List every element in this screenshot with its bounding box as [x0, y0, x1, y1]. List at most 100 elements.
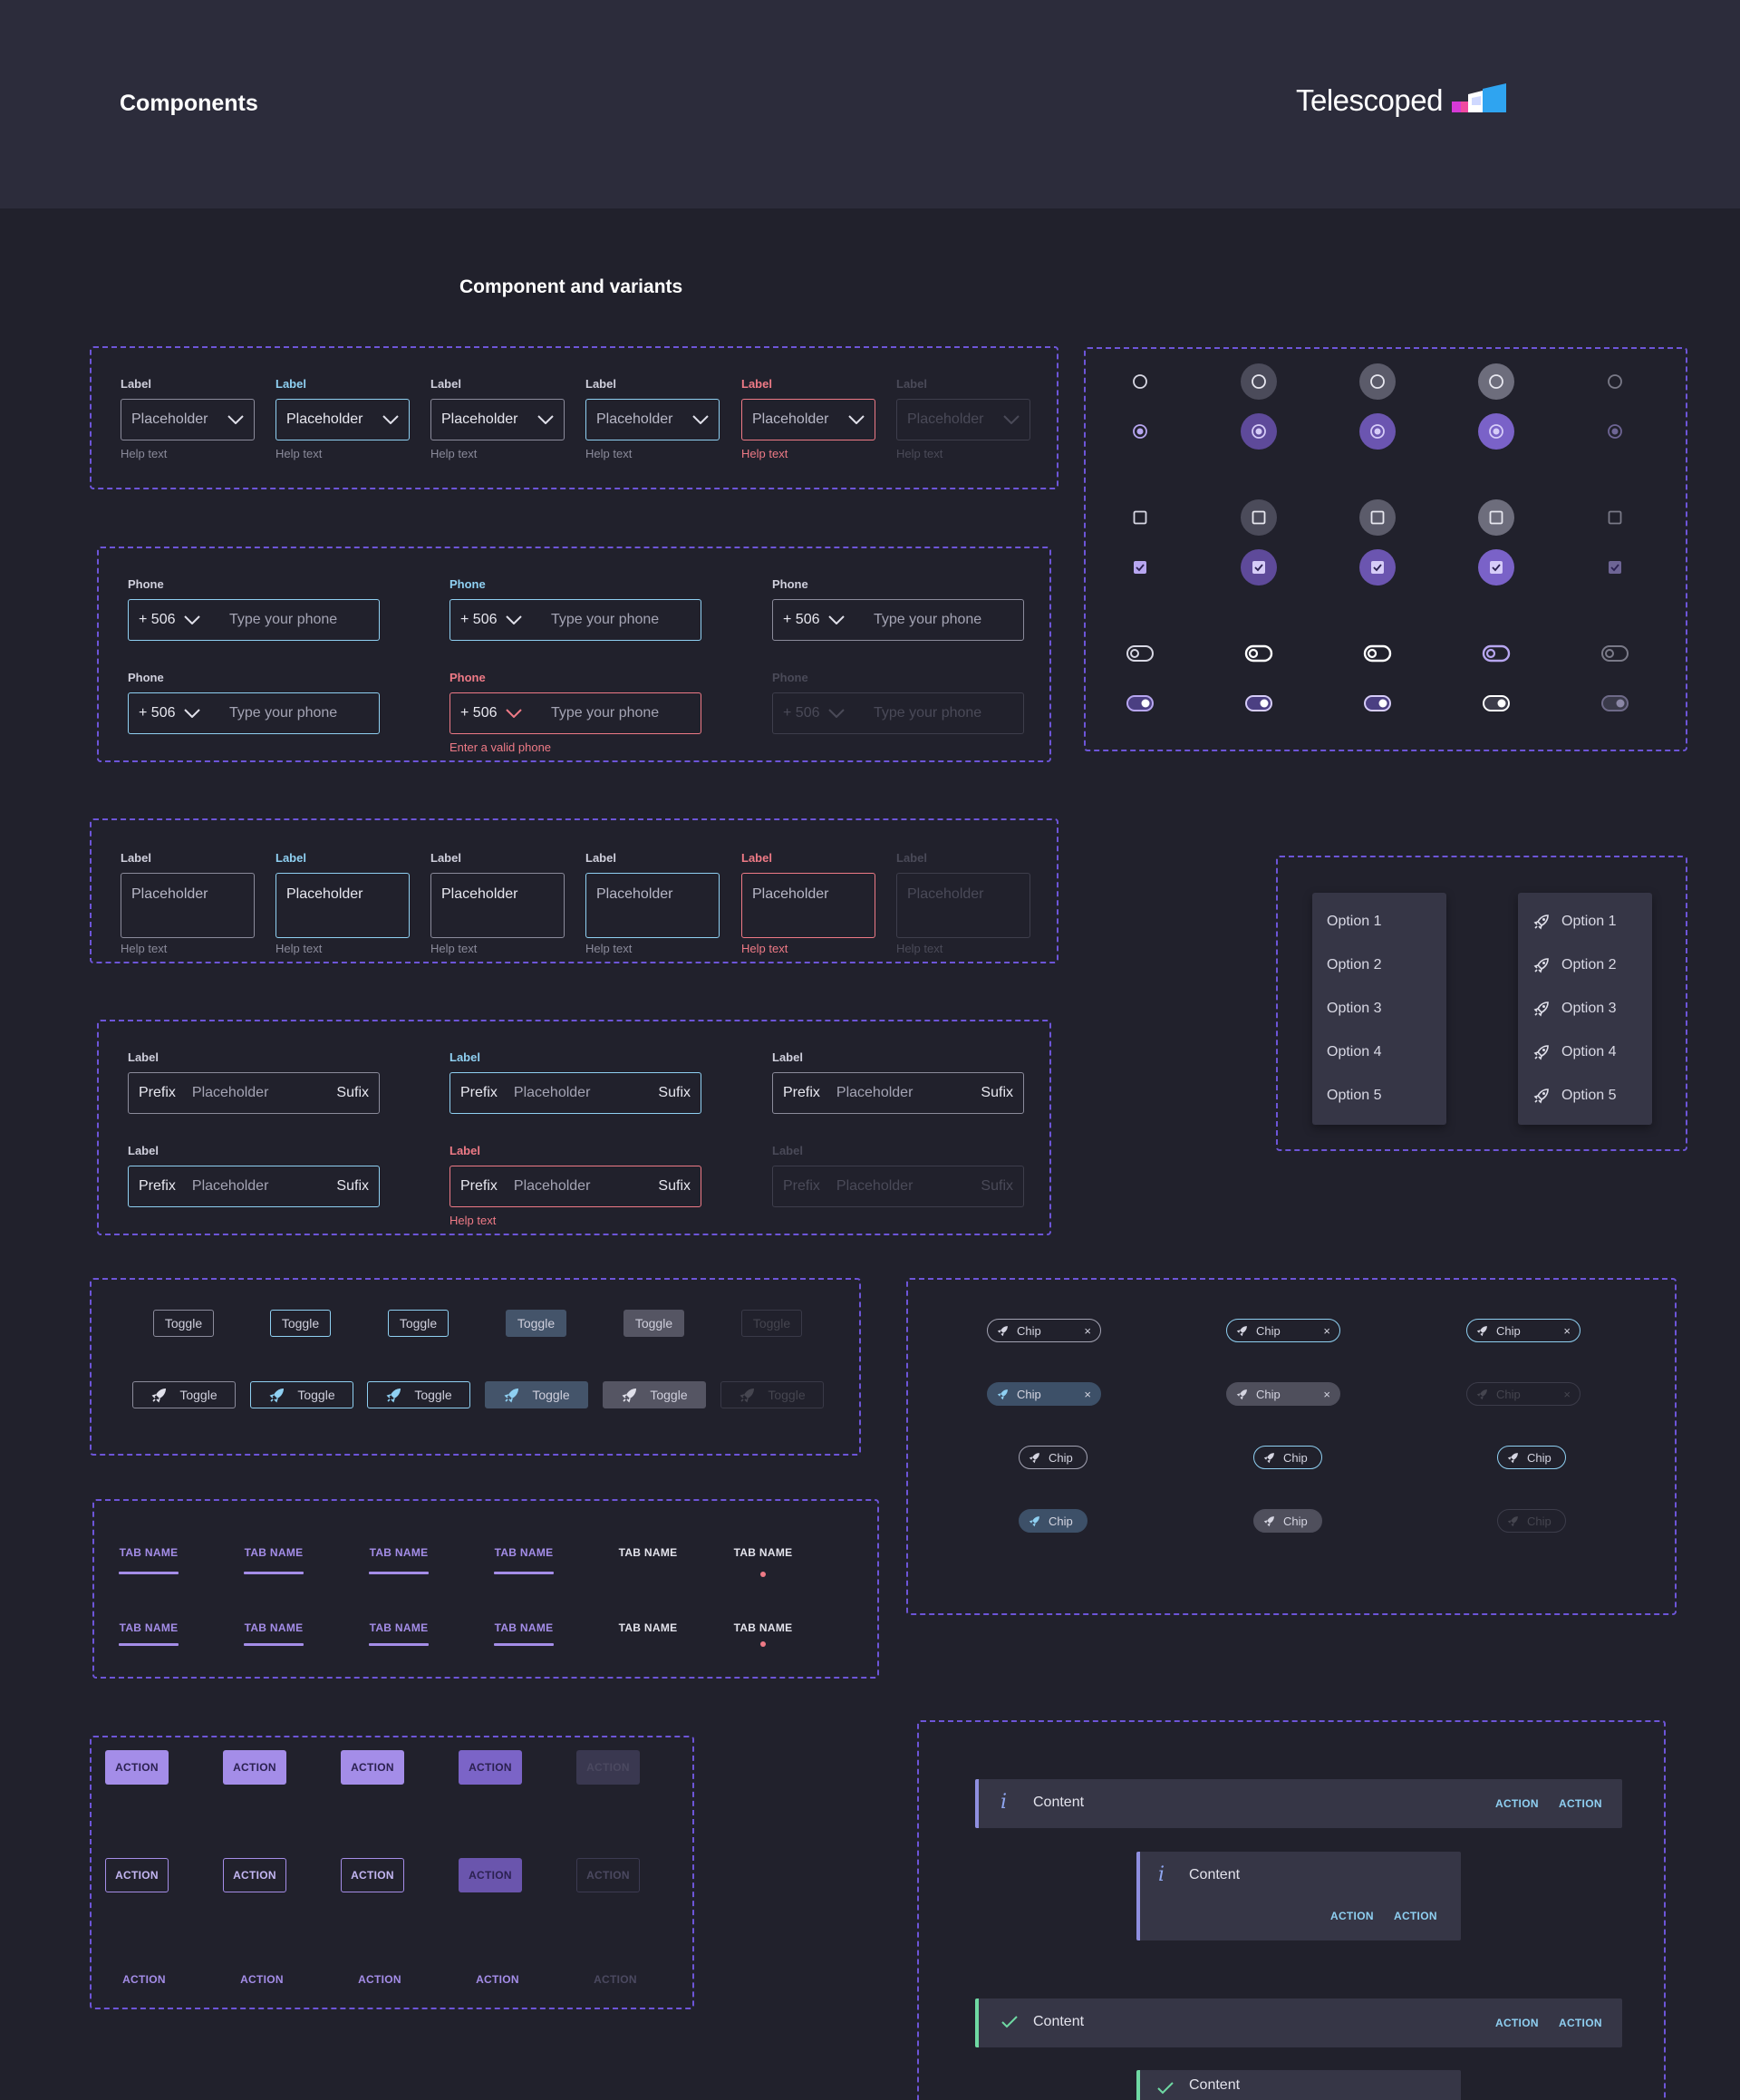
- checkbox-unchecked[interactable]: [1122, 499, 1158, 536]
- radio-unchecked-hover[interactable]: [1241, 363, 1277, 400]
- select-box[interactable]: Placeholder: [741, 399, 875, 440]
- menu-option[interactable]: Option 4: [1327, 1044, 1382, 1060]
- tab-active-hover[interactable]: TAB NAME: [244, 1546, 304, 1574]
- toggle-button-focus[interactable]: Toggle: [388, 1310, 449, 1337]
- phone-input[interactable]: + 506 Type your phone: [128, 692, 380, 734]
- tab-active-pressed[interactable]: TAB NAME: [494, 1621, 554, 1646]
- phone-input[interactable]: + 506 Type your phone: [450, 692, 701, 734]
- menu-option[interactable]: Option 1: [1518, 900, 1652, 944]
- textarea-field-focus[interactable]: Label Placeholder Help text: [276, 851, 410, 955]
- checkbox-checked-pressed[interactable]: [1478, 549, 1514, 585]
- chip-removable[interactable]: Chip ×: [987, 1319, 1101, 1342]
- phone-input[interactable]: + 506 Type your phone: [772, 599, 1024, 641]
- textarea[interactable]: Placeholder: [430, 873, 565, 938]
- toggle-button-hover[interactable]: Toggle: [270, 1310, 331, 1337]
- chip-selected[interactable]: Chip: [1019, 1509, 1088, 1533]
- country-code-select[interactable]: + 506: [783, 612, 874, 628]
- close-icon[interactable]: ×: [1323, 1387, 1330, 1401]
- textarea-field-error[interactable]: Label Placeholder Help text: [741, 851, 875, 955]
- affix-input[interactable]: Prefix Placeholder Sufix: [772, 1072, 1024, 1114]
- checkbox-unchecked-focus[interactable]: [1359, 499, 1396, 536]
- action-button-filled[interactable]: ACTION: [105, 1750, 169, 1785]
- notification-action-button[interactable]: ACTION: [1559, 1797, 1602, 1810]
- textarea-field[interactable]: Label Placeholder Help text: [121, 851, 255, 955]
- phone-field-filled[interactable]: Phone + 506 Type your phone: [772, 577, 1024, 641]
- menu-option[interactable]: Option 4: [1518, 1031, 1652, 1074]
- select-box[interactable]: Placeholder: [585, 399, 720, 440]
- textarea-field-filled[interactable]: Label Placeholder Help text: [430, 851, 565, 955]
- tab-inactive[interactable]: TAB NAME: [618, 1621, 678, 1634]
- action-button-outlined-hover[interactable]: ACTION: [223, 1858, 286, 1892]
- switch-off-focus-icon[interactable]: [1359, 635, 1396, 672]
- country-code-select[interactable]: + 506: [460, 705, 551, 721]
- phone-field-error[interactable]: Phone + 506 Type your phone Enter a vali…: [450, 671, 701, 754]
- affix-field-hover[interactable]: Label Prefix Placeholder Sufix: [128, 1144, 380, 1207]
- toggle-button-with-icon-hover[interactable]: Toggle: [250, 1381, 353, 1408]
- textarea[interactable]: Placeholder: [741, 873, 875, 938]
- phone-field-focus[interactable]: Phone + 506 Type your phone: [450, 577, 701, 641]
- notification-action-button[interactable]: ACTION: [1495, 2017, 1539, 2029]
- close-icon[interactable]: ×: [1563, 1323, 1571, 1338]
- select-field-hover[interactable]: Label Placeholder Help text: [585, 377, 720, 460]
- phone-input[interactable]: + 506 Type your phone: [128, 599, 380, 641]
- select-box[interactable]: Placeholder: [121, 399, 255, 440]
- tab-inactive[interactable]: TAB NAME: [618, 1546, 678, 1559]
- action-button-outlined-pressed[interactable]: ACTION: [459, 1858, 522, 1892]
- action-button-text-focus[interactable]: ACTION: [358, 1973, 401, 1986]
- toggle-button-with-icon-pressed[interactable]: Toggle: [603, 1381, 706, 1408]
- tab-active[interactable]: TAB NAME: [119, 1546, 179, 1574]
- action-button-outlined-focus[interactable]: ACTION: [341, 1858, 404, 1892]
- affix-field-filled[interactable]: Label Prefix Placeholder Sufix: [772, 1050, 1024, 1114]
- toggle-button-with-icon-focus[interactable]: Toggle: [367, 1381, 470, 1408]
- toggle-button-pressed[interactable]: Toggle: [624, 1310, 684, 1337]
- radio-unchecked-focus[interactable]: [1359, 363, 1396, 400]
- affix-input[interactable]: Prefix Placeholder Sufix: [128, 1166, 380, 1207]
- notification-action-button[interactable]: ACTION: [1559, 2017, 1602, 2029]
- country-code-select[interactable]: + 506: [139, 612, 229, 628]
- tab-active-hover[interactable]: TAB NAME: [244, 1621, 304, 1646]
- affix-field[interactable]: Label Prefix Placeholder Sufix: [128, 1050, 380, 1114]
- checkbox-checked-hover[interactable]: [1241, 549, 1277, 585]
- radio-checked-pressed[interactable]: [1478, 413, 1514, 450]
- tab-notification[interactable]: TAB NAME: [733, 1546, 793, 1577]
- close-icon[interactable]: ×: [1323, 1323, 1330, 1338]
- switch-off-icon[interactable]: [1122, 635, 1158, 672]
- toggle-button[interactable]: Toggle: [153, 1310, 214, 1337]
- menu-option[interactable]: Option 3: [1327, 1001, 1382, 1016]
- textarea[interactable]: Placeholder: [276, 873, 410, 938]
- chip-removable-pressed[interactable]: Chip ×: [1226, 1382, 1340, 1406]
- radio-checked[interactable]: [1122, 413, 1158, 450]
- chip-removable-focus[interactable]: Chip ×: [1466, 1319, 1580, 1342]
- notification-action-button[interactable]: ACTION: [1495, 1797, 1539, 1810]
- radio-unchecked[interactable]: [1122, 363, 1158, 400]
- switch-on-icon[interactable]: [1122, 685, 1158, 721]
- tab-notification[interactable]: TAB NAME: [733, 1621, 793, 1647]
- action-button-outlined[interactable]: ACTION: [105, 1858, 169, 1892]
- switch-off-pressed-icon[interactable]: [1478, 635, 1514, 672]
- menu-option[interactable]: Option 2: [1327, 957, 1382, 973]
- close-icon[interactable]: ×: [1084, 1387, 1091, 1401]
- action-button-text[interactable]: ACTION: [122, 1973, 166, 1986]
- chip-hover[interactable]: Chip: [1253, 1446, 1322, 1469]
- tab-active[interactable]: TAB NAME: [119, 1621, 179, 1646]
- chip-removable-selected[interactable]: Chip ×: [987, 1382, 1101, 1406]
- country-code-select[interactable]: + 506: [460, 612, 551, 628]
- textarea-field-hover[interactable]: Label Placeholder Help text: [585, 851, 720, 955]
- chip-focus[interactable]: Chip: [1497, 1446, 1566, 1469]
- affix-input[interactable]: Prefix Placeholder Sufix: [128, 1072, 380, 1114]
- affix-input[interactable]: Prefix Placeholder Sufix: [450, 1072, 701, 1114]
- toggle-button-selected[interactable]: Toggle: [506, 1310, 566, 1337]
- tab-active-focus[interactable]: TAB NAME: [369, 1546, 429, 1574]
- menu-option[interactable]: Option 5: [1518, 1074, 1652, 1118]
- select-field-error[interactable]: Label Placeholder Help text: [741, 377, 875, 460]
- select-field-focus[interactable]: Label Placeholder Help text: [276, 377, 410, 460]
- checkbox-unchecked-hover[interactable]: [1241, 499, 1277, 536]
- close-icon[interactable]: ×: [1084, 1323, 1091, 1338]
- action-button-filled-focus[interactable]: ACTION: [341, 1750, 404, 1785]
- notification-action-button[interactable]: ACTION: [1330, 1910, 1374, 1922]
- chip-removable-hover[interactable]: Chip ×: [1226, 1319, 1340, 1342]
- radio-checked-hover[interactable]: [1241, 413, 1277, 450]
- phone-field[interactable]: Phone + 506 Type your phone: [128, 577, 380, 641]
- radio-checked-focus[interactable]: [1359, 413, 1396, 450]
- notification-action-button[interactable]: ACTION: [1394, 1910, 1437, 1922]
